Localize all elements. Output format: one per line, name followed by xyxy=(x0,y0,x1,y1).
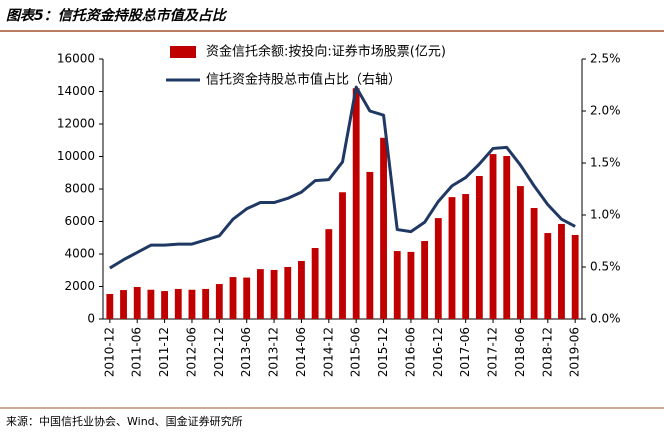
bar xyxy=(380,137,387,319)
chart-title: 图表5：信托资金持股总市值及占比 xyxy=(6,7,228,24)
x-tick-label: 2014-06 xyxy=(294,327,308,377)
bar xyxy=(215,284,223,319)
bar xyxy=(106,293,114,319)
y-tick-label: 12000 xyxy=(57,117,95,131)
bar xyxy=(298,260,305,319)
bar xyxy=(448,197,456,319)
y-tick-label: 10000 xyxy=(57,149,95,163)
bar xyxy=(530,208,538,319)
bar xyxy=(393,251,401,319)
x-tick-label: 2012-12 xyxy=(212,327,226,377)
bar xyxy=(120,290,127,319)
legend-swatch xyxy=(170,46,196,58)
legend-label: 资金信托余额:按投向:证券市场股票(亿元) xyxy=(206,44,446,60)
x-tick-label: 2013-06 xyxy=(239,327,253,377)
y-tick-label: 14000 xyxy=(57,84,95,98)
x-tick-label: 2018-12 xyxy=(540,327,554,377)
bar xyxy=(366,171,374,319)
x-tick-label: 2019-06 xyxy=(568,327,582,377)
x-tick-label: 2016-06 xyxy=(403,327,417,377)
bar xyxy=(133,286,141,319)
y2-tick-label: 1.5% xyxy=(590,156,621,170)
y-tick-label: 4000 xyxy=(64,247,95,261)
bar xyxy=(544,233,552,319)
bar xyxy=(407,251,415,319)
x-tick-label: 2017-12 xyxy=(486,327,500,377)
x-tick-label: 2010-12 xyxy=(102,327,116,377)
bar xyxy=(434,218,442,319)
source: 来源：中国信托业协会、Wind、国金证券研究所 xyxy=(6,414,243,428)
bar xyxy=(475,176,483,319)
x-tick-label: 2017-06 xyxy=(458,327,472,377)
y2-tick-label: 0.5% xyxy=(590,260,621,274)
bar xyxy=(284,267,292,319)
bar xyxy=(311,247,319,319)
y-tick-label: 2000 xyxy=(64,279,95,293)
legend-label: 信托资金持股总市值占比（右轴） xyxy=(206,72,401,88)
x-tick-label: 2016-12 xyxy=(431,327,445,377)
bar xyxy=(161,291,169,319)
bar xyxy=(571,234,579,319)
bar xyxy=(202,288,210,319)
x-tick-label: 2014-12 xyxy=(321,327,335,377)
y2-tick-label: 2.5% xyxy=(590,52,621,66)
bar xyxy=(489,154,497,319)
x-tick-label: 2015-06 xyxy=(349,327,363,377)
bar xyxy=(558,223,565,319)
x-tick-label: 2011-12 xyxy=(157,327,171,377)
bar xyxy=(325,229,333,319)
bar xyxy=(229,277,237,319)
bar xyxy=(174,288,182,319)
bar xyxy=(421,241,429,319)
bar xyxy=(188,289,196,319)
y2-tick-label: 0.0% xyxy=(590,312,621,326)
bar xyxy=(462,194,470,319)
bar xyxy=(516,186,524,319)
y-tick-label: 6000 xyxy=(64,214,95,228)
bar xyxy=(352,88,360,319)
x-tick-label: 2012-06 xyxy=(184,327,198,377)
bar xyxy=(256,269,264,319)
bar xyxy=(243,277,251,319)
x-tick-label: 2013-12 xyxy=(267,327,281,377)
x-tick-label: 2011-06 xyxy=(130,327,144,377)
y-tick-label: 0 xyxy=(87,312,95,326)
bar xyxy=(503,156,511,319)
line xyxy=(109,85,576,270)
x-tick-label: 2018-06 xyxy=(513,327,527,377)
bar xyxy=(147,289,155,319)
bar xyxy=(339,192,346,319)
y-tick-label: 8000 xyxy=(64,182,95,196)
y2-tick-label: 2.0% xyxy=(590,104,621,118)
y-tick-label: 16000 xyxy=(57,52,95,66)
x-tick-label: 2015-12 xyxy=(376,327,390,377)
bar xyxy=(270,269,278,319)
y2-tick-label: 1.0% xyxy=(590,208,621,222)
